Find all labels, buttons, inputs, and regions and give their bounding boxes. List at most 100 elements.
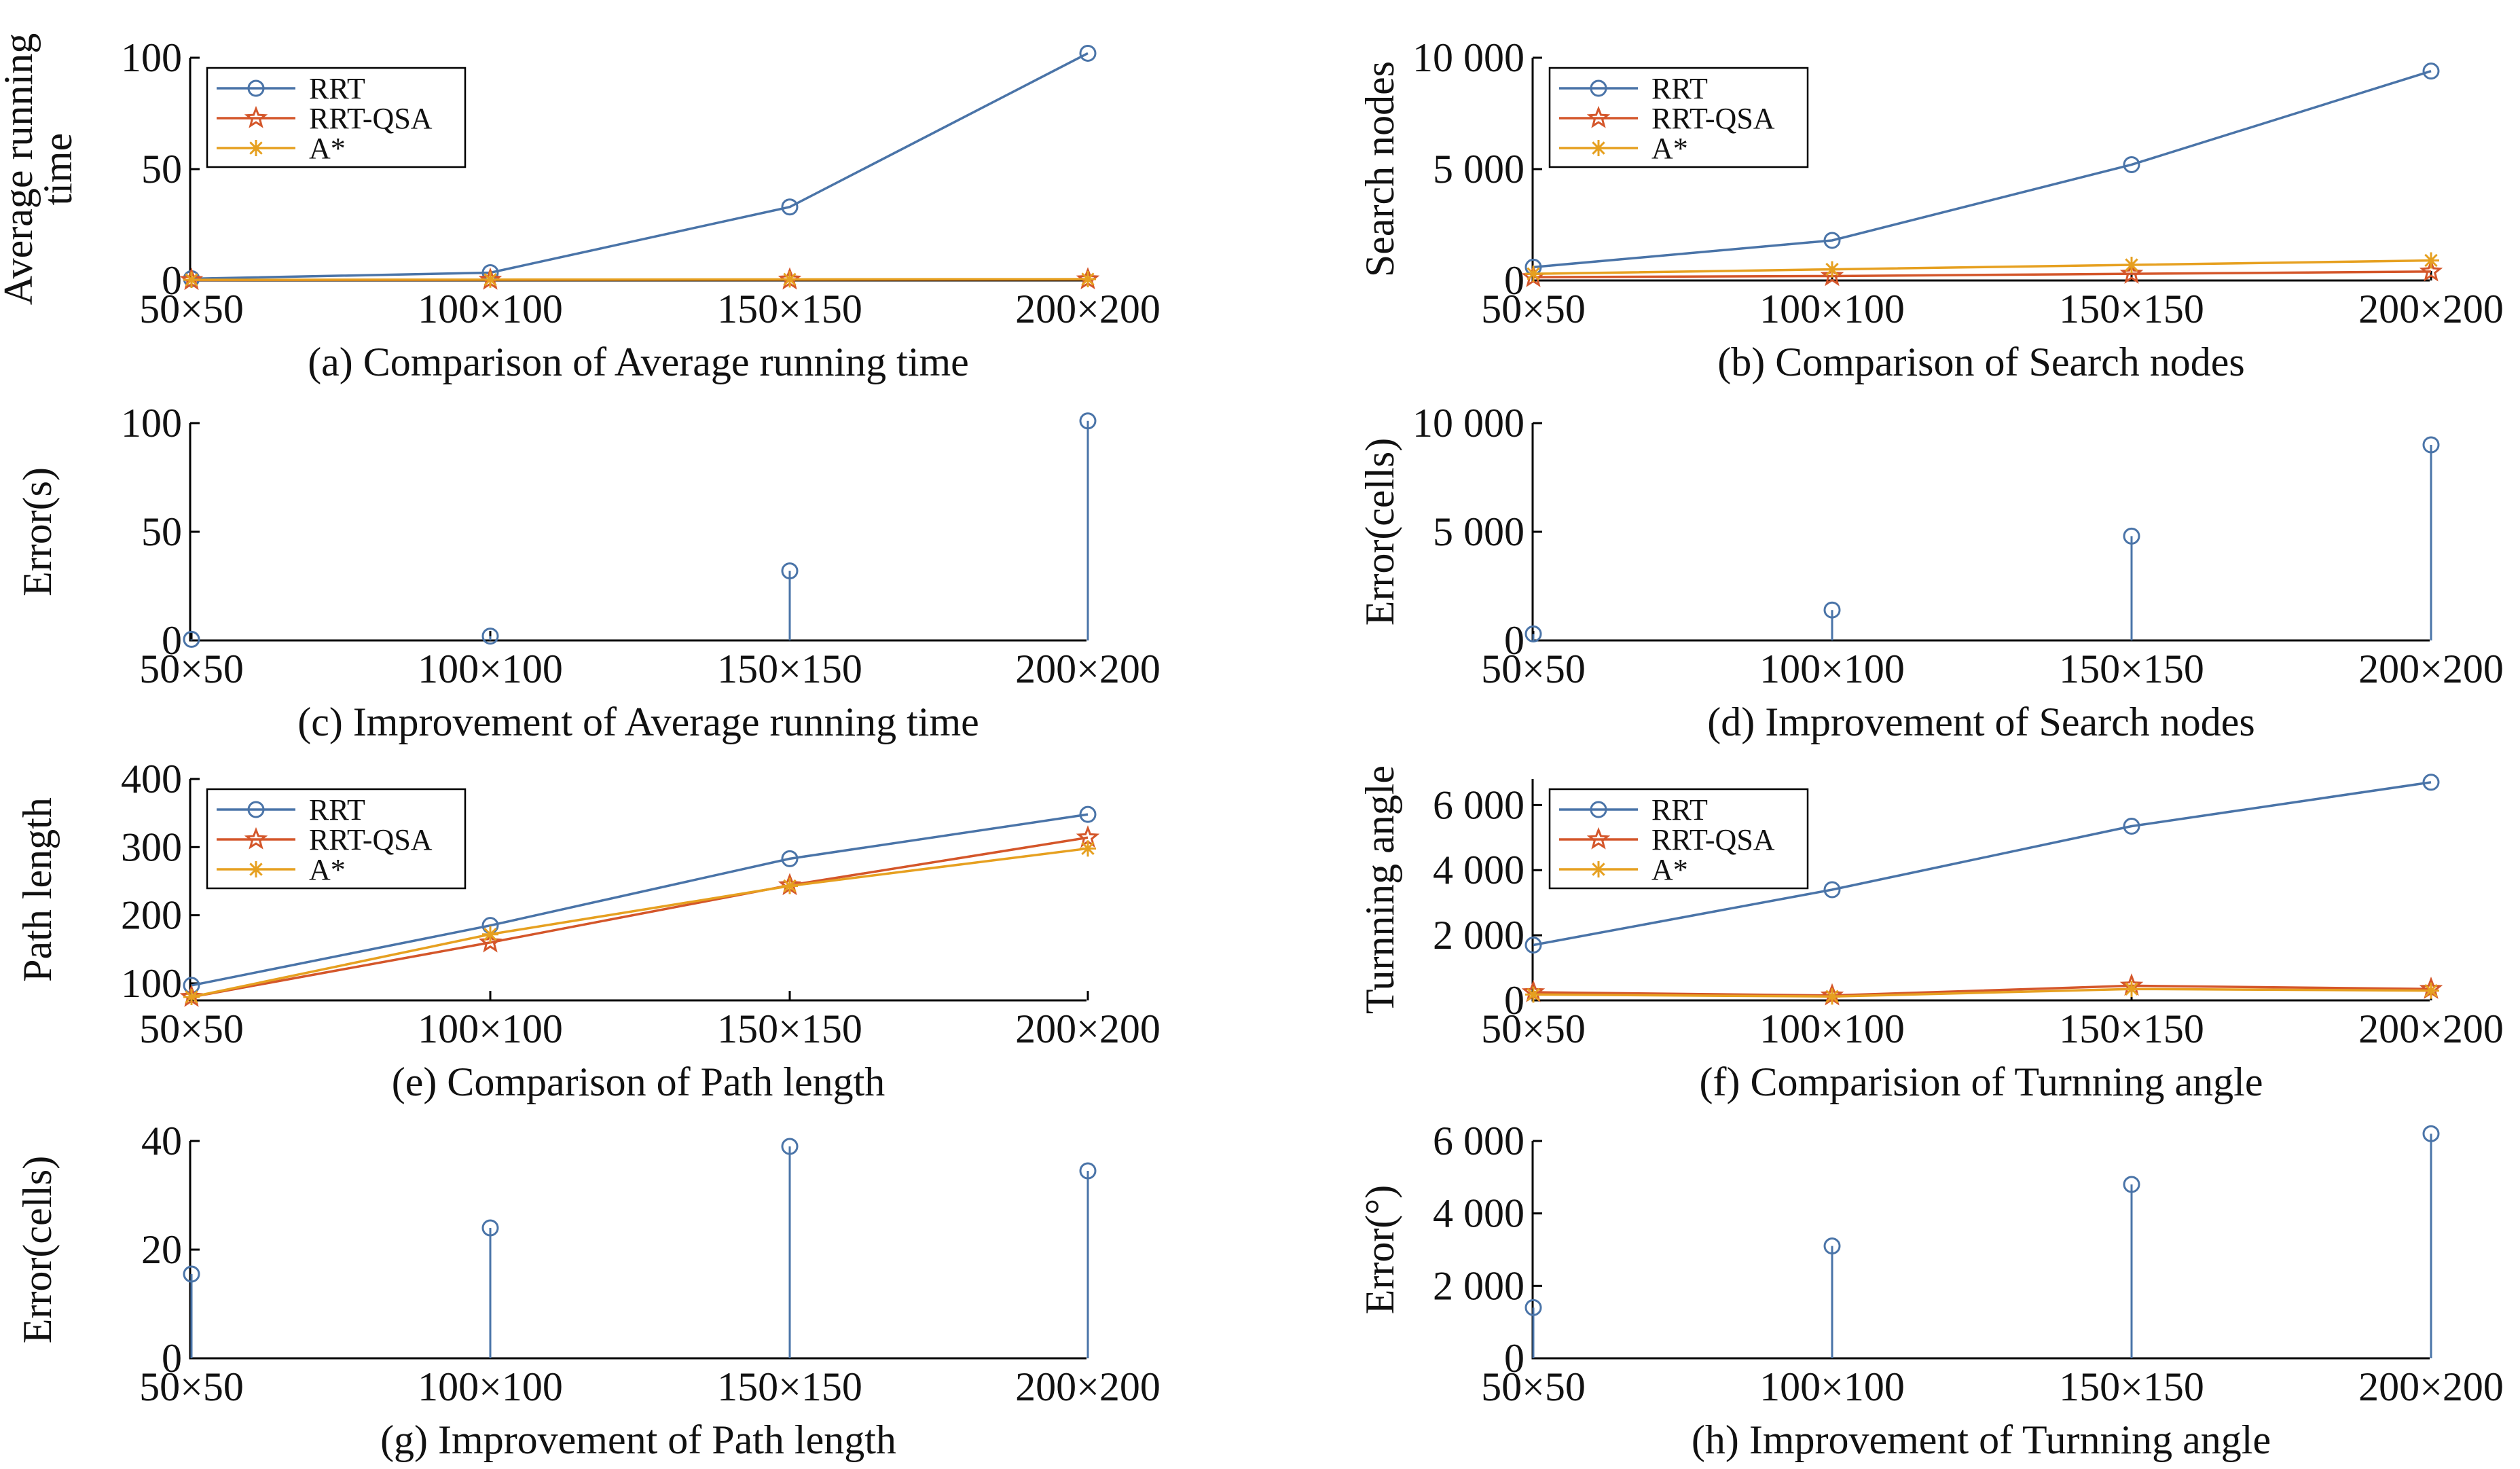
series-line [191,836,1089,998]
data-point [183,272,200,289]
x-tick-label: 200×200 [1015,1006,1161,1051]
series-line [191,278,1089,281]
data-point [1525,986,1541,1003]
x-tick-label: 200×200 [2358,1364,2504,1409]
y-tick-label: 0 [162,1336,182,1381]
x-tick-label: 50×50 [1481,287,1586,331]
y-tick-label: 0 [1504,978,1524,1023]
stem-marker [2422,436,2440,454]
data-point [482,271,498,288]
data-point [1824,988,1840,1005]
x-tick-label: 100×100 [1759,287,1905,331]
x-tick-label: 100×100 [418,647,563,691]
series-line [191,52,1089,280]
data-point [1079,805,1097,823]
stem-marker [2123,1176,2140,1193]
panel-caption: (f) Comparision of Turnning angle [1700,1059,2263,1104]
stem-marker [2123,527,2140,545]
y-tick-label: 10 000 [1412,401,1524,446]
data-point [781,850,799,867]
y-axis-label: Error(cells) [15,1156,60,1344]
data-point [1080,271,1096,288]
data-point [1079,44,1097,62]
x-tick-label: 100×100 [1759,1006,1905,1051]
stem-marker [1079,412,1097,430]
legend-label: RRT-QSA [309,823,433,856]
panel-caption: (b) Comparison of Search nodes [1717,340,2244,384]
y-tick-label: 0 [162,258,182,303]
y-tick-label: 100 [121,35,182,80]
series-line [1533,259,2432,275]
data-point [183,988,200,1005]
data-point [1820,264,1844,287]
legend-marker [244,105,268,128]
y-tick-label: 200 [121,893,182,938]
chart-panel-h: 0 2 000 4 000 6 000 50×50 100×100 150×150 200×2… [1357,1119,2504,1462]
series-rrt [1524,62,2440,276]
legend-label: RRT [309,793,365,827]
series-rrt [1524,436,2440,642]
legend-label: A* [309,853,346,886]
y-axis-label: Error(cells) [1357,438,1402,626]
panel-caption: (e) Comparison of Path length [392,1059,885,1104]
y-tick-label: 100 [121,401,182,446]
series-a- [1525,252,2439,283]
legend-marker [1590,79,1607,97]
chart-panel-e: 100 200 300 400 50×50 100×100 150×150 200×200 Pa… [15,757,1161,1104]
y-tick-label: 2 000 [1433,1263,1524,1308]
y-axis-label: Search nodes [1357,61,1402,277]
x-tick-label: 150×150 [717,1364,862,1409]
legend-marker [247,79,265,97]
series-a- [183,271,1096,289]
y-tick-label: 4 000 [1433,848,1524,892]
y-axis-label: Turnning angle [1357,765,1402,1014]
y-tick-label: 6 000 [1433,782,1524,827]
y-tick-label: 0 [1504,618,1524,663]
y-tick-label: 40 [141,1119,182,1163]
x-tick-label: 50×50 [1481,1006,1586,1051]
y-tick-label: 4 000 [1433,1191,1524,1236]
panel-caption: (a) Comparison of Average running time [308,340,969,384]
legend-marker [1586,827,1611,850]
data-point [2423,252,2439,269]
legend-label: A* [1651,853,1688,886]
data-point [1525,266,1541,283]
legend-marker [1590,140,1607,156]
stem-marker [2422,1125,2440,1142]
series-rrt [183,1138,1097,1358]
stem-marker [781,1138,799,1155]
data-point [2123,156,2140,173]
stem-marker [481,1219,499,1237]
y-tick-label: 5 000 [1433,147,1524,192]
legend-label: RRT-QSA [1651,102,1775,135]
y-tick-label: 400 [121,757,182,801]
data-point [478,930,503,953]
x-tick-label: 50×50 [139,647,244,691]
legend-label: A* [309,132,346,165]
data-point [2422,774,2440,791]
x-tick-label: 200×200 [2358,287,2504,331]
legend-marker [248,140,264,156]
data-point [2422,62,2440,80]
data-point [2419,259,2443,282]
stem-marker [1823,1237,1841,1255]
axis-lines [1531,1141,2430,1360]
legend-label: RRT [1651,72,1708,105]
legend-label: RRT-QSA [1651,823,1775,856]
stem-marker [1823,601,1841,619]
panel-caption: (d) Improvement of Search nodes [1707,700,2254,744]
y-axis-label: time [35,133,80,206]
x-tick-label: 100×100 [418,287,563,331]
data-point [2123,257,2140,274]
chart-panel-d: 0 5 000 10 000 50×50 100×100 150×150 200×200 Er… [1357,401,2504,744]
y-axis-label: Error(°) [1357,1185,1402,1315]
x-tick-label: 150×150 [717,287,862,331]
chart-panel-c: 0 50 100 50×50 100×100 150×150 200×200 Error(s)… [15,401,1161,744]
series-line [1533,781,2432,947]
series-rrt [1524,1125,2440,1358]
y-tick-label: 6 000 [1433,1119,1524,1163]
axis-lines [1531,423,2430,642]
data-point [482,926,498,943]
legend-marker [1590,861,1607,877]
legend-marker [1586,105,1611,128]
